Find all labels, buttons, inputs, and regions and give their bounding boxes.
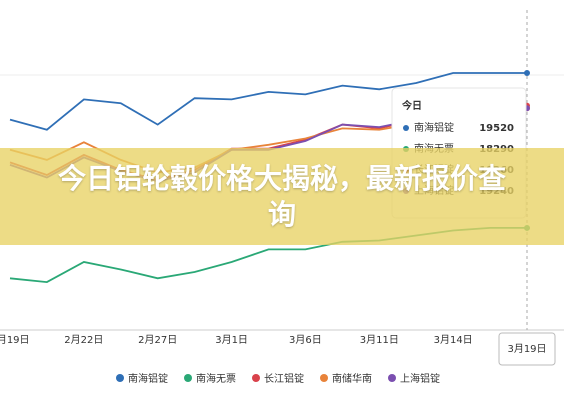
tooltip-title: 今日 [401,99,422,112]
tooltip-marker [403,125,409,131]
legend-marker [184,374,192,382]
legend-label: 南海无票 [196,372,236,385]
x-tick-label: 3月14日 [434,334,473,346]
legend-marker [252,374,260,382]
x-tick-label: 2月19日 [0,334,30,346]
x-tick-label: 3月6日 [289,334,322,346]
x-tick-label: 2月27日 [138,334,177,346]
legend-label: 上海铝锭 [400,372,440,385]
banner-title: 今日铝轮毂价格大揭秘，最新报价查询 [57,161,506,231]
x-tick-label: 3月19日 [507,343,546,355]
tooltip-value: 19520 [479,123,514,134]
x-tick-label: 3月11日 [360,334,399,346]
legend-marker [116,374,124,382]
legend-label: 南海铝锭 [128,372,168,385]
tooltip-name: 南海铝锭 [414,121,454,134]
series-line [9,72,527,131]
x-tick-label: 2月22日 [64,334,103,346]
banner: 今日铝轮毂价格大揭秘，最新报价查询 [0,148,564,245]
legend-marker [320,374,328,382]
legend-marker [388,374,396,382]
x-tick-highlight [498,332,556,366]
end-point [524,69,530,76]
x-tick-label: 3月1日 [215,334,248,346]
legend-label: 长江铝锭 [264,372,304,385]
legend-label: 南储华南 [332,372,372,385]
